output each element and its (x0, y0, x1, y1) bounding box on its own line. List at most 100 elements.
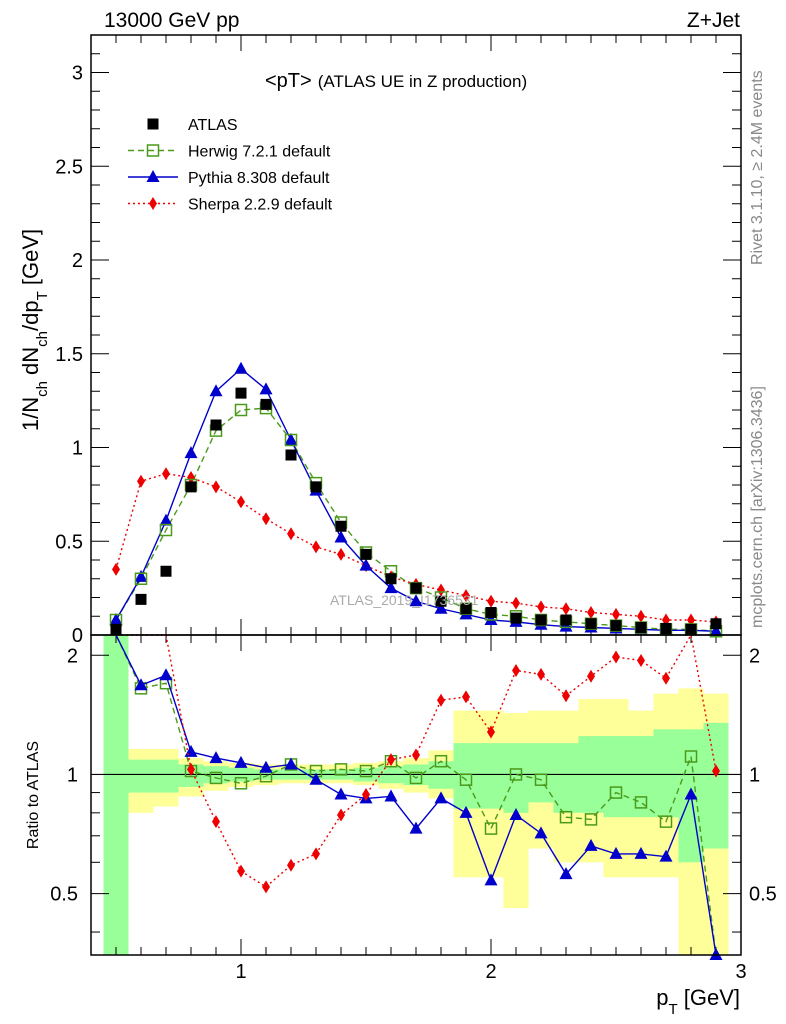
ratio-point-herwig (434, 754, 448, 768)
main-point-pythia (184, 446, 198, 459)
ratio-point-herwig (584, 813, 598, 826)
ratio-point-pythia (559, 867, 573, 880)
plot-title-suffix: (ATLAS UE in Z production) (318, 72, 527, 91)
ratio-point-sherpa (387, 753, 395, 767)
main-point-data (160, 565, 172, 577)
main-point-sherpa (212, 480, 220, 494)
ratio-point-sherpa (237, 864, 245, 878)
ratio-y-tick-label-left: 1 (67, 764, 78, 786)
ratio-point-pythia (409, 821, 423, 834)
band-inner-bin (453, 743, 479, 809)
main-point-pythia (409, 594, 423, 607)
ratio-point-sherpa (537, 667, 545, 681)
main-point-pythia (359, 558, 373, 571)
band-inner-bin (153, 759, 179, 793)
main-point-sherpa (587, 606, 595, 619)
ratio-series-sherpa (116, 633, 720, 894)
main-point-data (585, 618, 597, 630)
ratio-point-sherpa (187, 762, 195, 776)
ratio-point-herwig (534, 773, 548, 786)
ratio-point-pythia (684, 787, 698, 800)
main-point-sherpa (462, 589, 470, 603)
main-point-pythia (284, 433, 298, 445)
band-inner-bin (503, 743, 529, 813)
ratio-point-herwig (659, 815, 673, 828)
header-energy-label: 13000 GeV pp (104, 9, 239, 32)
ratio-point-sherpa (662, 671, 670, 685)
ratio-point-pythia (184, 744, 198, 757)
main-point-sherpa (637, 609, 645, 623)
ratio-point-sherpa (487, 725, 495, 739)
ratio-point-sherpa (587, 669, 595, 683)
plot-title: <pT> (ATLAS UE in Z production) (265, 70, 527, 92)
main-point-data (535, 614, 547, 626)
x-axis-title: pT [GeV] (656, 985, 740, 1018)
ratio-point-herwig (359, 764, 373, 778)
band-inner-bin (653, 729, 679, 818)
ratio-point-sherpa (437, 693, 445, 707)
main-point-data (710, 618, 722, 630)
ratio-point-herwig (409, 771, 423, 785)
ratio-y-tick-label-right: 2 (749, 645, 760, 667)
main-point-data (510, 612, 522, 624)
ratio-point-pythia (384, 789, 398, 802)
band-inner-bin (128, 759, 154, 793)
main-point-sherpa (487, 594, 495, 608)
main-point-sherpa (437, 583, 445, 597)
main-point-pythia (434, 601, 448, 614)
ratio-series-pythia (115, 634, 723, 960)
ratio-point-herwig (684, 750, 698, 763)
main-point-pythia (334, 530, 348, 543)
ratio-point-pythia (159, 668, 173, 681)
legend-marker-pythia (146, 170, 160, 182)
band-inner-bin (478, 743, 504, 809)
band-inner-bin (553, 743, 579, 813)
ratio-point-herwig (509, 768, 523, 781)
main-point-data (360, 548, 372, 560)
ratio-point-sherpa (512, 664, 520, 678)
ratio-point-sherpa (612, 650, 620, 664)
ratio-point-sherpa (362, 787, 370, 801)
ratio-panel-frame (90, 634, 742, 956)
main-point-data (460, 603, 472, 615)
main-markers-data (110, 387, 722, 635)
legend-label-sherpa: Sherpa 2.2.9 default (188, 197, 333, 214)
main-point-herwig (159, 523, 173, 537)
main-point-data (410, 582, 422, 594)
x-tick-label: 1 (235, 961, 246, 983)
main-point-sherpa (537, 600, 545, 614)
legend-marker-herwig (146, 144, 160, 157)
main-point-pythia (559, 619, 573, 632)
series-layer (109, 361, 723, 960)
main-point-sherpa (187, 471, 195, 484)
ratio-point-pythia (434, 791, 448, 804)
main-point-pythia (709, 624, 723, 637)
main-point-sherpa (237, 495, 245, 509)
ratio-point-pythia (234, 755, 248, 768)
plot-title-main: <pT> (265, 70, 312, 92)
ratio-point-herwig (234, 777, 248, 790)
ratio-point-herwig (209, 771, 223, 785)
ratio-point-sherpa (712, 764, 720, 778)
main-point-pythia (134, 569, 148, 582)
ratio-point-pythia (584, 838, 598, 851)
main-point-data (285, 449, 297, 461)
ratio-y-tick-label-right: 1 (749, 764, 760, 786)
x-tick-label: 3 (735, 961, 746, 983)
main-point-data (385, 573, 397, 585)
main-point-data (260, 398, 272, 410)
ratio-y-tick-label-left: 0.5 (50, 884, 78, 906)
main-point-sherpa (112, 562, 120, 576)
ratio-point-pythia (459, 805, 473, 818)
main-point-data (685, 623, 697, 635)
main-point-sherpa (287, 527, 295, 541)
main-y-axis-title: 1/Nch dNch/dpT [GeV] (18, 229, 51, 431)
ratio-point-pythia (634, 846, 648, 859)
legend-marker-data (147, 118, 159, 130)
ratio-y-axis-title: Ratio to ATLAS (25, 741, 42, 849)
ratio-y-tick-label-right: 0.5 (749, 884, 777, 906)
ratio-point-sherpa (287, 858, 295, 872)
ratio-point-pythia (709, 948, 723, 960)
main-point-sherpa (337, 547, 345, 561)
